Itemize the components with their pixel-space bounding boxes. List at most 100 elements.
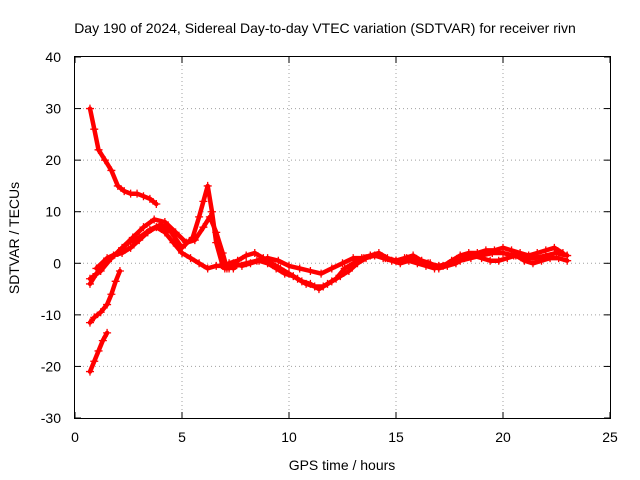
grid <box>75 57 610 418</box>
data-point <box>477 254 486 263</box>
data-point <box>85 318 94 327</box>
data-point <box>443 261 452 270</box>
data-point <box>199 223 208 232</box>
data-point <box>546 254 555 263</box>
data-point <box>366 251 375 260</box>
data-point <box>528 259 537 268</box>
y-tick-label: 10 <box>45 204 61 220</box>
data-point <box>340 264 349 273</box>
x-tick-label: 10 <box>281 429 297 445</box>
data-point <box>103 300 112 309</box>
data-point <box>139 223 148 232</box>
data-point <box>383 254 392 263</box>
data-point <box>374 248 383 257</box>
data-point <box>220 264 229 273</box>
data-point <box>94 145 103 154</box>
data-point <box>511 251 520 260</box>
data-point <box>195 212 204 221</box>
data-point <box>90 357 99 366</box>
data-point <box>103 328 112 337</box>
axis-ticks <box>74 56 611 419</box>
x-axis-label: GPS time / hours <box>289 457 396 473</box>
data-point <box>186 254 195 263</box>
data-point <box>237 261 246 270</box>
data-point <box>499 243 507 252</box>
data-point <box>317 269 326 278</box>
data-point <box>203 264 212 273</box>
series-line <box>231 250 570 292</box>
x-tick-label: 20 <box>495 429 511 445</box>
data-point <box>111 277 120 286</box>
x-tick-label: 0 <box>71 429 79 445</box>
data-point <box>212 238 221 247</box>
data-point <box>451 259 460 268</box>
data-point <box>100 156 109 165</box>
data-point <box>503 254 512 263</box>
data-point <box>550 243 559 252</box>
series-arc-3 <box>85 267 124 327</box>
data-point <box>160 218 169 227</box>
y-tick-label: 40 <box>45 49 61 65</box>
data-point <box>98 336 107 345</box>
data-point <box>152 199 161 208</box>
data-point <box>306 279 315 288</box>
data-point <box>314 285 323 294</box>
data-point <box>96 308 105 317</box>
series-line <box>94 183 232 271</box>
data-point <box>246 259 255 268</box>
data-point <box>188 233 197 242</box>
data-point <box>332 274 341 283</box>
data-point <box>280 269 289 278</box>
data-point <box>533 248 542 257</box>
data-point <box>94 346 103 355</box>
data-point <box>255 256 264 265</box>
data-point <box>349 259 358 268</box>
data-point <box>85 367 94 376</box>
y-tick-label: -30 <box>41 410 61 426</box>
data-point <box>434 264 443 273</box>
data-point <box>554 254 563 263</box>
data-point <box>124 238 133 247</box>
series-arc-2 <box>85 328 112 376</box>
data-point <box>90 125 99 134</box>
data-point <box>103 254 112 263</box>
x-tick-label: 5 <box>178 429 186 445</box>
data-point <box>289 272 298 281</box>
data-point <box>323 279 332 288</box>
series-arc-6 <box>92 181 234 273</box>
data-point <box>537 256 546 265</box>
data-point <box>426 259 435 268</box>
series-arc-9 <box>229 248 572 294</box>
data-point <box>178 243 186 252</box>
data-point <box>167 228 176 237</box>
data-point <box>120 187 129 196</box>
data-point <box>409 251 418 260</box>
data-point <box>90 313 99 322</box>
data-point <box>92 264 101 273</box>
data-point <box>113 181 122 190</box>
chart-title: Day 190 of 2024, Sidereal Day-to-day VTE… <box>74 20 576 36</box>
data-point <box>150 215 159 224</box>
y-tick-label: 30 <box>45 101 61 117</box>
data-point <box>357 254 366 263</box>
data-point <box>96 267 105 276</box>
data-point <box>327 264 336 273</box>
data-point <box>469 251 478 260</box>
data-point <box>145 225 154 234</box>
data-point <box>417 256 426 265</box>
y-tick-label: 0 <box>53 255 61 271</box>
series-arc-1 <box>85 104 161 208</box>
data-point <box>195 259 204 268</box>
data-point <box>107 166 116 175</box>
data-point <box>520 256 529 265</box>
data-point <box>392 256 400 265</box>
series-group <box>85 104 572 376</box>
data-point <box>126 243 135 252</box>
data-point <box>203 181 212 190</box>
data-point <box>285 261 293 270</box>
data-point <box>199 197 208 206</box>
data-point <box>274 256 283 265</box>
plot-frame <box>74 56 611 419</box>
data-point <box>490 246 499 255</box>
x-tick-labels: 0 5 10 15 20 25 <box>71 429 618 445</box>
